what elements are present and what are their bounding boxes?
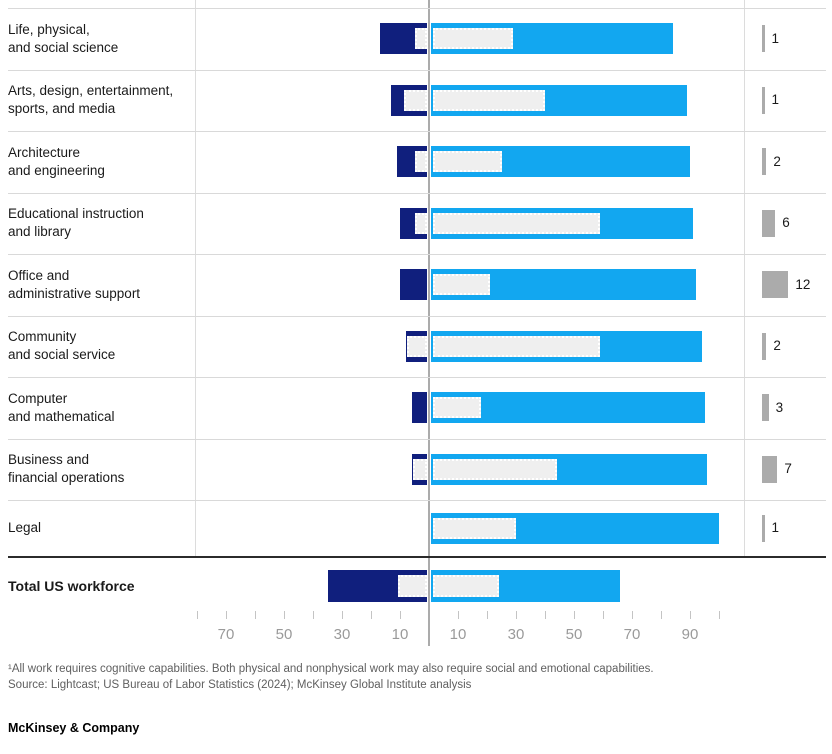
row-label: Community and social service [8, 329, 116, 363]
axis-tick-label: 50 [275, 626, 293, 643]
axis-tick-label: 70 [217, 626, 235, 643]
overlap-notch-right [433, 575, 499, 597]
axis-tick-label: 90 [681, 626, 699, 643]
row-divider [8, 377, 826, 378]
overlap-notch-right [433, 89, 545, 111]
brand-logo: McKinsey & Company [8, 721, 140, 735]
axis-tick [574, 611, 575, 619]
row-divider [8, 192, 826, 194]
row-divider [8, 131, 826, 132]
axis-tick-label: 50 [565, 626, 583, 643]
change-bar [762, 148, 767, 176]
overlap-notch-right [433, 212, 601, 234]
overlap-notch-right [433, 517, 516, 539]
axis-tick [603, 611, 604, 619]
change-value: 6 [782, 215, 790, 231]
overlap-notch-right [433, 28, 514, 50]
axis-tick [487, 611, 488, 619]
total-row-label: Total US workforce [8, 577, 135, 594]
source-line: Source: Lightcast; US Bureau of Labor St… [8, 679, 472, 691]
change-value: 2 [773, 338, 781, 354]
row-label: Arts, design, entertainment, sports, and… [8, 83, 174, 117]
label-column-divider [195, 0, 196, 556]
change-bar [762, 25, 765, 53]
axis-tick-label: 10 [391, 626, 409, 643]
axis-tick [313, 611, 314, 619]
row-divider [8, 254, 826, 255]
change-bar [762, 455, 778, 483]
overlap-notch-right [433, 151, 502, 173]
axis-tick [284, 611, 285, 619]
row-label: Business and financial operations [8, 452, 125, 486]
change-value: 3 [775, 399, 784, 415]
change-bar [762, 209, 776, 237]
axis-tick-label: 30 [507, 626, 525, 643]
axis-tick [342, 611, 343, 619]
change-value: 2 [773, 153, 781, 169]
footnote: ¹All work requires cognitive capabilitie… [8, 663, 654, 675]
total-divider [8, 556, 826, 558]
change-column-divider [744, 0, 745, 556]
zero-line [428, 0, 430, 646]
axis-tick [255, 611, 256, 619]
overlap-notch-left [403, 89, 427, 111]
row-label: Educational instruction and library [8, 206, 144, 240]
overlap-notch-right [433, 274, 490, 296]
axis-tick-label: 30 [333, 626, 351, 643]
axis-tick [400, 611, 401, 619]
row-divider [8, 8, 826, 9]
row-label: Life, physical, and social science [8, 21, 119, 55]
axis-tick-label: 10 [449, 626, 467, 643]
change-bar [762, 271, 789, 299]
change-value: 7 [784, 461, 792, 477]
row-divider [8, 315, 826, 317]
axis-tick [545, 611, 546, 619]
change-bar [762, 332, 767, 360]
axis-tick-label: 70 [623, 626, 641, 643]
change-value: 12 [795, 276, 811, 292]
row-label: Computer and mathematical [8, 390, 115, 424]
overlap-notch-right [433, 397, 482, 419]
overlap-notch-left [412, 458, 427, 480]
overlap-notch-left [415, 212, 427, 234]
axis-tick [371, 611, 372, 619]
row-divider [8, 500, 826, 501]
change-value: 1 [771, 520, 780, 535]
physical-bar [400, 269, 427, 301]
overlap-notch-left [406, 335, 427, 357]
axis-tick [516, 611, 517, 619]
axis-tick [226, 611, 227, 619]
row-divider [8, 438, 826, 440]
row-label: Legal [8, 520, 42, 536]
change-bar [762, 514, 765, 542]
physical-bar [411, 392, 427, 424]
row-label: Office and administrative support [8, 267, 141, 301]
change-value: 1 [771, 92, 780, 108]
change-bar [762, 86, 765, 114]
axis-tick [458, 611, 459, 619]
overlap-notch-left [415, 28, 427, 50]
change-bar [762, 394, 769, 422]
axis-tick [197, 611, 198, 619]
axis-tick [719, 611, 720, 619]
overlap-notch-right [433, 335, 601, 357]
row-divider [8, 69, 826, 71]
overlap-notch-left [415, 151, 427, 173]
axis-tick [632, 611, 633, 619]
axis-tick [690, 611, 691, 619]
axis-tick [661, 611, 662, 619]
overlap-notch-right [433, 458, 557, 480]
overlap-notch-left [398, 575, 427, 597]
change-value: 1 [771, 30, 780, 46]
row-label: Architecture and engineering [8, 144, 105, 178]
